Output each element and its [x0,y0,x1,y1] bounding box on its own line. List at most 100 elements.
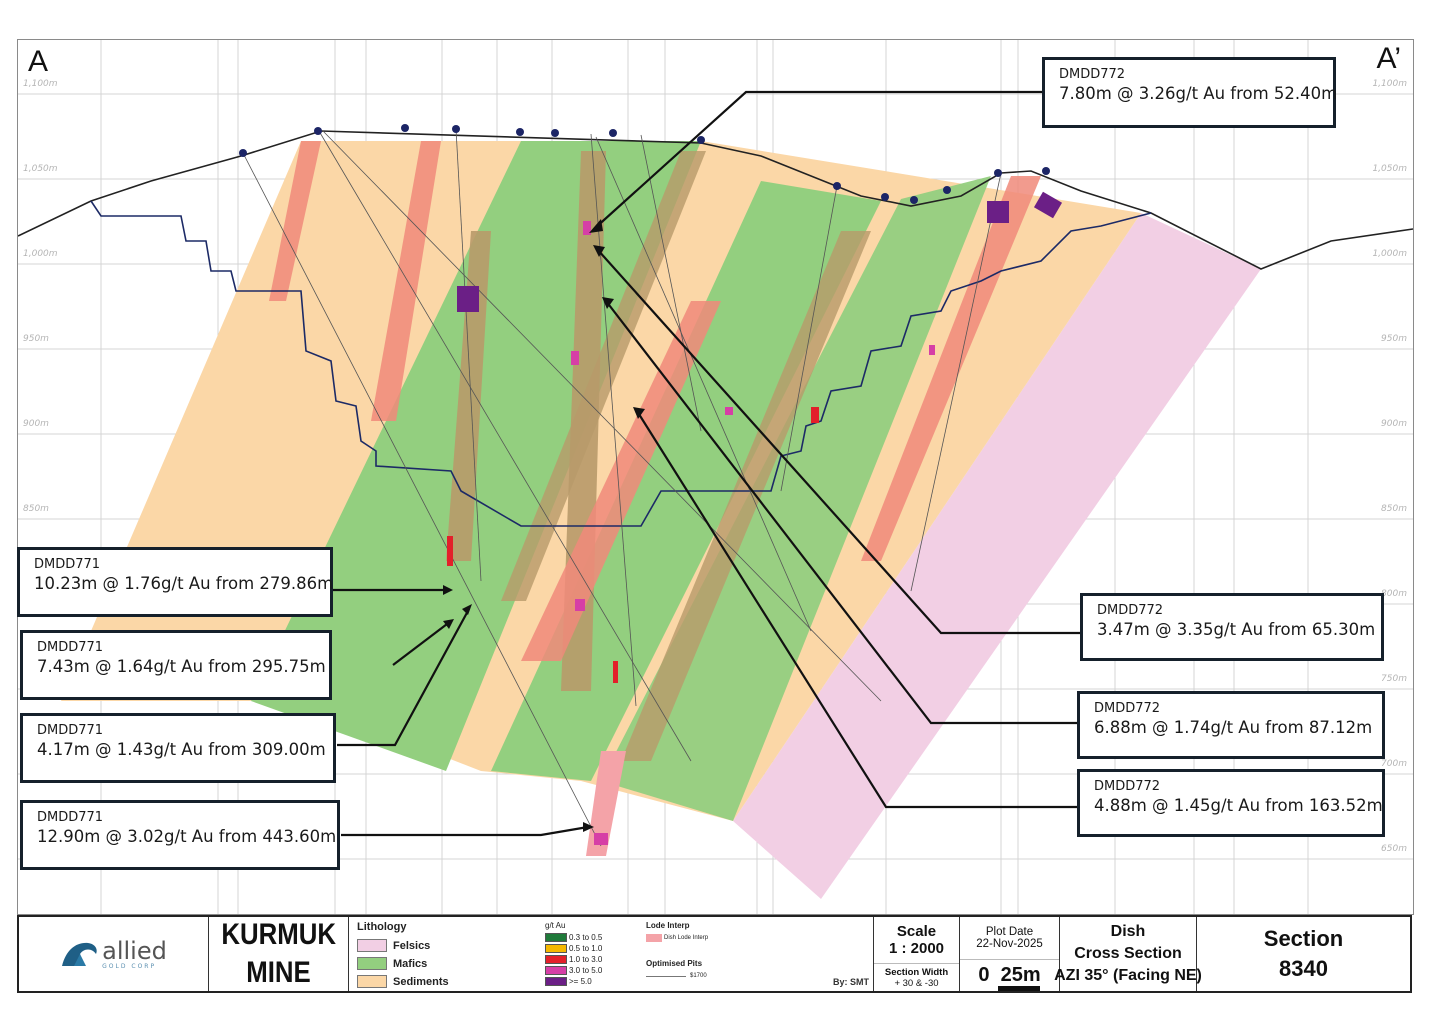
allied-logo-icon [62,942,97,966]
callout-hole-id: DMDD772 [1059,67,1126,82]
elev-900: 900m [23,419,49,429]
scale-title: Scale [896,923,937,940]
scalebar-label: 0 25m [978,964,1041,986]
callout-dmdd772-65m: DMDD772 3.47m @ 3.35g/t Au from 65.30m [1080,593,1384,661]
callout-hole-id: DMDD772 [1094,701,1161,716]
elev-1100: 1,100m [23,79,58,89]
legend-lode: Dish Lode Interp [646,934,708,942]
sediments-label: Sediments [393,975,449,988]
legend-grade-3: 1.0 to 3.0 [545,955,602,964]
callout-leaders [333,90,1081,837]
callout-result: 7.43m @ 1.64g/t Au from 295.75m [37,657,326,676]
cross-section-title: Cross Section [1074,945,1182,962]
felsics-swatch [357,939,387,952]
arrowheads [443,219,645,832]
author-label: By: SMT [833,977,869,987]
callout-hole-id: DMDD771 [37,810,104,825]
grade-label: >= 5.0 [569,977,592,986]
grade-swatch [545,933,567,942]
lithology-legend-title: Lithology [357,921,407,933]
callout-dmdd771-309m: DMDD771 4.17m @ 1.43g/t Au from 309.00m [20,713,336,783]
grade-legend-title: g/t Au [545,921,566,930]
legend: Lithology Felsics Mafics Sediments g/t A… [349,917,874,991]
azimuth-label: AZI 35° (Facing NE) [1054,967,1202,984]
mafics-label: Mafics [393,957,428,970]
company-name: allied [102,936,167,965]
callout-result: 12.90m @ 3.02g/t Au from 443.60m [37,827,337,846]
scale-value: 1 : 2000 [888,940,945,957]
callout-hole-id: DMDD771 [37,640,104,655]
brown-unit-3 [501,151,706,601]
legend-grade-1: 0.3 to 0.5 [545,933,602,942]
callout-result: 3.47m @ 3.35g/t Au from 65.30m [1097,620,1376,639]
elev-right-950: 950m [1381,334,1407,344]
grade-swatch [545,944,567,953]
callout-hole-id: DMDD771 [37,723,104,738]
callout-result: 4.17m @ 1.43g/t Au from 309.00m [37,740,326,759]
elev-right-800: 800m [1381,589,1407,599]
legend-felsics: Felsics [357,939,430,952]
callout-result: 7.80m @ 3.26g/t Au from 52.40m [1059,84,1338,103]
cross-section-map: 1,100m 1,050m 1,000m 950m 900m 850m 1,10… [17,39,1414,915]
elev-right-850: 850m [1381,504,1407,514]
felsics-label: Felsics [393,939,431,952]
optimised-pit-shell [90,200,1152,527]
legend-sediments: Sediments [357,975,449,988]
section-start-label: A [28,45,49,78]
elev-right-1100: 1,100m [1372,79,1407,89]
elev-850: 850m [23,504,49,514]
legend-grade-2: 0.5 to 1.0 [545,944,602,953]
mine-name: KURMUK MINE [209,917,349,991]
plot-date-value: 22-Nov-2025 [976,938,1043,950]
mine-name-line1: KURMUK [221,918,336,951]
assay-intervals [447,191,1063,845]
drillhole-traces [242,128,1002,847]
lode-swatch [646,934,662,942]
lode-4 [861,176,1041,561]
elev-right-1050: 1,050m [1372,164,1407,174]
elev-right-700: 700m [1381,759,1407,769]
callout-result: 6.88m @ 1.74g/t Au from 87.12m [1094,718,1373,737]
deposit-name: Dish [1110,923,1146,940]
lode-1 [269,141,321,301]
mafics-swatch [357,957,387,970]
mine-name-line2: MINE [246,956,311,989]
callout-result: 4.88m @ 1.45g/t Au from 163.52m [1094,796,1383,815]
elev-right-750: 750m [1381,674,1407,684]
company-subtitle: GOLD CORP [102,962,157,970]
section-label: Section [1263,926,1344,951]
pits-legend-title: Optimised Pits [646,959,703,968]
company-logo: allied GOLD CORP [19,917,209,991]
callout-result: 10.23m @ 1.76g/t Au from 279.86m [34,574,334,593]
plot-date-title: Plot Date [985,926,1034,938]
legend-grade-4: 3.0 to 5.0 [545,966,602,975]
elev-1000: 1,000m [23,249,58,259]
lode-3 [521,301,721,661]
elev-right-1000: 1,000m [1372,249,1407,259]
callout-dmdd772-52m: DMDD772 7.80m @ 3.26g/t Au from 52.40m [1042,57,1338,128]
lode-legend-title: Lode Interp [646,921,690,930]
sediments-swatch [357,975,387,988]
callout-dmdd772-163m: DMDD772 4.88m @ 1.45g/t Au from 163.52m [1077,769,1385,837]
legend-grade-5: >= 5.0 [545,977,592,986]
elev-950: 950m [23,334,49,344]
plot-date-info: Plot Date 22-Nov-2025 0 25m [960,917,1060,991]
felsics-unit [733,213,1261,899]
elev-1050: 1,050m [23,164,58,174]
legend-mafics: Mafics [357,957,427,970]
grade-swatch [545,966,567,975]
grade-label: 0.3 to 0.5 [569,933,603,942]
scalebar [998,986,1040,991]
title-block: allied GOLD CORP KURMUK MINE Lithology F… [17,915,1412,993]
callout-dmdd772-87m: DMDD772 6.88m @ 1.74g/t Au from 87.12m [1077,691,1385,759]
callout-dmdd771-295m: DMDD771 7.43m @ 1.64g/t Au from 295.75m [20,630,332,700]
brown-unit-1 [446,231,491,561]
grade-swatch [545,955,567,964]
grade-label: 3.0 to 5.0 [569,966,603,975]
section-number-value: 8340 [1279,956,1328,981]
callout-hole-id: DMDD772 [1094,779,1161,794]
callout-dmdd771-443m: DMDD771 12.90m @ 3.02g/t Au from 443.60m [20,800,340,870]
section-width-title: Section Width [884,966,949,978]
section-width-value: + 30 & -30 [894,977,939,989]
drill-collars [239,124,1050,204]
